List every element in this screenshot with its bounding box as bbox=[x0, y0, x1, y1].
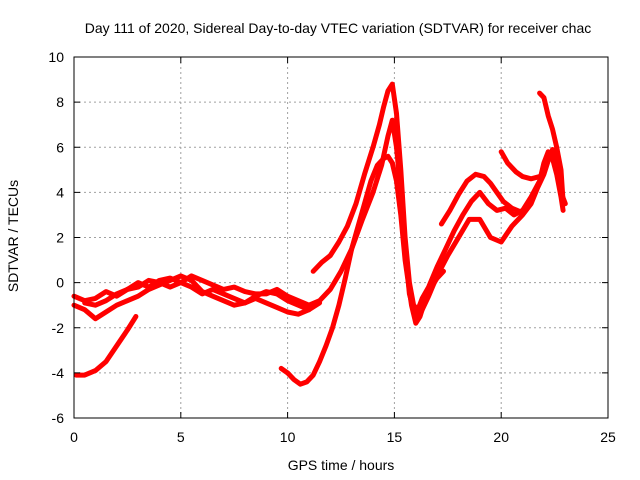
y-tick-label: 0 bbox=[56, 275, 64, 291]
series-arc-g bbox=[306, 117, 568, 319]
series-arc-h bbox=[438, 171, 526, 227]
y-tick-label: 8 bbox=[56, 94, 64, 110]
series-arc-b bbox=[71, 273, 323, 322]
chart-title: Day 111 of 2020, Sidereal Day-to-day VTE… bbox=[85, 20, 592, 36]
series-arc-j bbox=[537, 90, 566, 204]
x-tick-label: 25 bbox=[600, 429, 616, 445]
y-tick-label: 2 bbox=[56, 230, 64, 246]
x-axis: 0 5 10 15 20 25 bbox=[70, 57, 616, 445]
y-tick-label: 4 bbox=[56, 184, 64, 200]
y-tick-label: -4 bbox=[52, 365, 65, 381]
y-tick-label: 10 bbox=[48, 49, 64, 65]
x-tick-label: 10 bbox=[280, 429, 296, 445]
y-tick-label: -2 bbox=[52, 320, 65, 336]
x-tick-label: 5 bbox=[177, 429, 185, 445]
y-tick-label: 6 bbox=[56, 139, 64, 155]
x-tick-label: 20 bbox=[493, 429, 509, 445]
y-axis: -6 -4 -2 0 2 4 6 8 10 bbox=[48, 49, 608, 426]
series-arc-d bbox=[82, 277, 312, 313]
x-tick-label: 0 bbox=[70, 429, 78, 445]
series-arc-i bbox=[498, 149, 543, 182]
series-arc-c bbox=[73, 314, 139, 378]
x-axis-label: GPS time / hours bbox=[288, 457, 395, 473]
y-tick-label: -6 bbox=[52, 410, 65, 426]
x-tick-label: 15 bbox=[387, 429, 403, 445]
y-axis-label: SDTVAR / TECUs bbox=[5, 180, 21, 292]
data-series bbox=[71, 81, 568, 387]
